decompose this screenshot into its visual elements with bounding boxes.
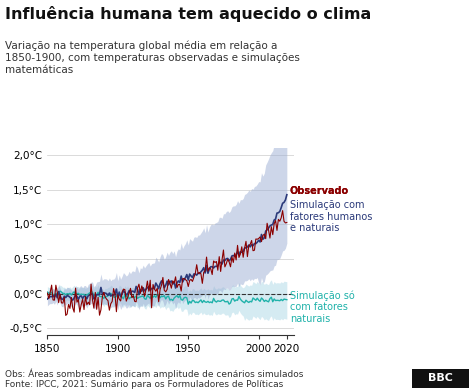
Text: Fonte: IPCC, 2021: Sumário para os Formuladores de Políticas: Fonte: IPCC, 2021: Sumário para os Formu… (5, 380, 283, 389)
Text: Observado: Observado (290, 186, 349, 196)
Text: Observado: Observado (290, 186, 349, 196)
Text: Simulação com
fatores humanos
e naturais: Simulação com fatores humanos e naturais (290, 200, 372, 233)
Text: Variação na temperatura global média em relação a
1850-1900, com temperaturas ob: Variação na temperatura global média em … (5, 41, 300, 74)
Text: BBC: BBC (428, 373, 453, 383)
Text: Obs: Áreas sombreadas indicam amplitude de cenários simulados: Obs: Áreas sombreadas indicam amplitude … (5, 369, 303, 379)
Text: Influência humana tem aquecido o clima: Influência humana tem aquecido o clima (5, 6, 371, 22)
Text: Simulação só
com fatores
naturais: Simulação só com fatores naturais (290, 290, 355, 324)
